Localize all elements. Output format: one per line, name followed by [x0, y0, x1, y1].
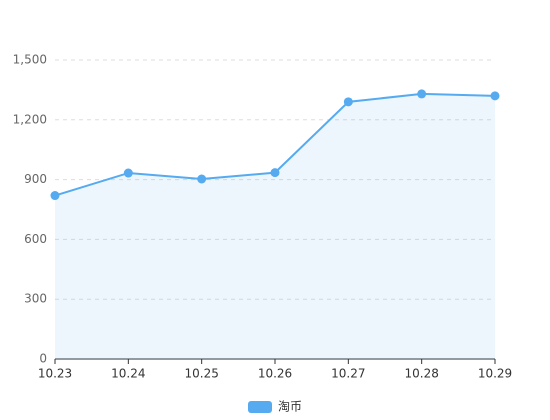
y-tick-label: 300 — [24, 292, 47, 306]
point — [490, 91, 500, 101]
point — [270, 168, 280, 178]
y-tick-label: 0 — [39, 352, 47, 366]
x-tick-label: 10.25 — [184, 367, 218, 381]
legend-swatch — [248, 401, 272, 413]
x-tick-label: 10.26 — [258, 367, 292, 381]
x-tick-label: 10.28 — [404, 367, 438, 381]
y-tick-label: 600 — [24, 232, 47, 246]
point — [123, 168, 133, 178]
y-tick-label: 1,200 — [13, 112, 47, 126]
point — [417, 89, 427, 99]
point — [50, 191, 60, 201]
y-tick-label: 1,500 — [13, 53, 47, 67]
point — [197, 174, 207, 184]
point — [343, 97, 353, 107]
x-tick-label: 10.29 — [478, 367, 512, 381]
x-tick-label: 10.27 — [331, 367, 365, 381]
x-tick-label: 10.23 — [38, 367, 72, 381]
y-tick-label: 900 — [24, 172, 47, 186]
x-tick-label: 10.24 — [111, 367, 145, 381]
legend-label: 淘币 — [278, 400, 302, 414]
area — [55, 93, 495, 360]
